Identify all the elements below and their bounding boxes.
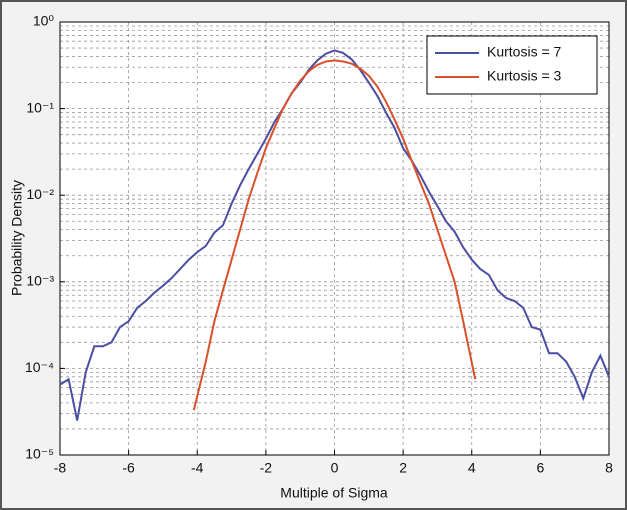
x-axis-label: Multiple of Sigma [280, 485, 388, 501]
y-tick-label: 10⁻³ [26, 273, 54, 289]
x-tick-label: 0 [331, 460, 339, 476]
legend-label: Kurtosis = 7 [487, 44, 562, 60]
x-tick-label: 2 [399, 460, 407, 476]
y-tick-label: 10⁻¹ [26, 99, 54, 115]
legend-label: Kurtosis = 3 [487, 68, 562, 84]
y-tick-label: 10⁻⁵ [25, 446, 54, 462]
legend-box [426, 35, 598, 95]
series-line [192, 59, 477, 411]
x-tick-label: 8 [605, 460, 613, 476]
x-tick-label: -4 [191, 460, 204, 476]
y-tick-label: 10⁰ [33, 13, 55, 29]
x-tick-label: -8 [54, 460, 67, 476]
y-axis-label: Probability Density [9, 180, 25, 296]
x-tick-label: -6 [122, 460, 135, 476]
series-line [59, 49, 610, 421]
x-tick-label: 6 [536, 460, 544, 476]
plot-border [59, 21, 610, 456]
x-tick-label: -2 [260, 460, 273, 476]
x-tick-label: 4 [468, 460, 476, 476]
y-tick-label: 10⁻² [26, 186, 54, 202]
y-tick-label: 10⁻⁴ [25, 359, 54, 375]
